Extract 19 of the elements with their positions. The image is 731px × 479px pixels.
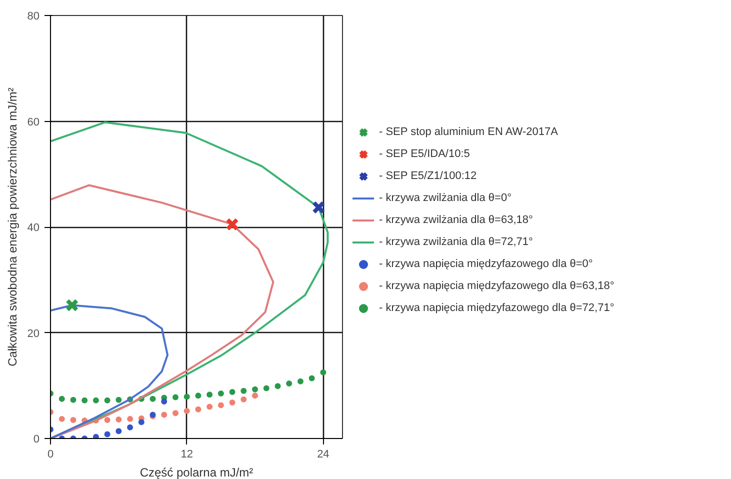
legend-label: - SEP stop aluminium EN AW-2017A [379, 125, 558, 139]
y-tick-label: 60 [27, 116, 40, 128]
x-tick-label: 24 [317, 448, 330, 460]
y-tick-label: 0 [33, 434, 40, 446]
y-tick-label: 80 [27, 10, 40, 22]
y-axis-title: Całkowita swobodna energia powierzchniowa mJ/m² [5, 88, 20, 366]
x-tick-label: 12 [180, 448, 193, 460]
legend-label: - SEP E5/IDA/10:5 [379, 147, 470, 161]
legend-label: - krzywa napięcia międzyfazowego dla θ=63,18° [379, 279, 614, 293]
legend-label: - krzywa napięcia międzyfazowego dla θ=0° [379, 257, 593, 271]
x-axis-title: Część polarna mJ/m² [140, 466, 254, 479]
legend-label: - krzywa zwilżania dla θ=72,71° [379, 235, 533, 249]
y-tick-label: 40 [27, 222, 40, 234]
y-tick-label: 20 [27, 328, 40, 340]
legend-label: - krzywa napięcia międzyfazowego dla θ=72,71° [379, 301, 614, 315]
legend-label: - krzywa zwilżania dla θ=63,18° [379, 213, 533, 227]
legend-label: - krzywa zwilżania dla θ=0° [379, 191, 512, 205]
legend-label: - SEP E5/Z1/100:12 [379, 169, 477, 183]
x-tick-label: 0 [47, 448, 54, 460]
